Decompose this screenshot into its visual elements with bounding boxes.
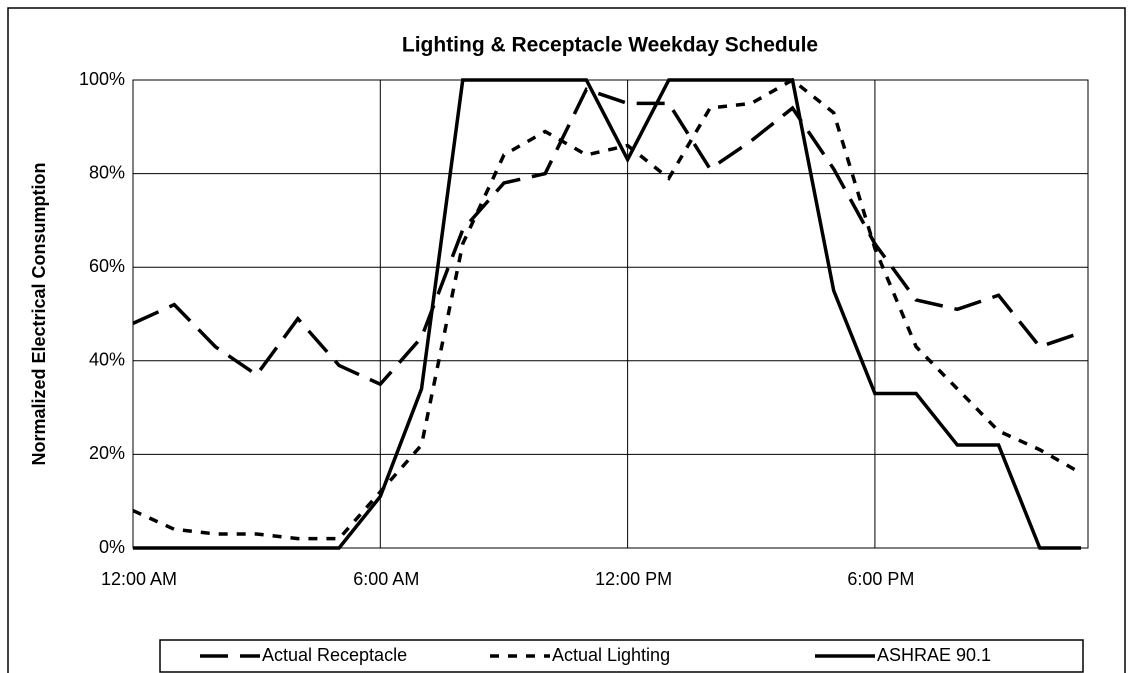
- chart-title: Lighting & Receptacle Weekday Schedule: [402, 34, 818, 57]
- chart-border: [7, 7, 1126, 673]
- x-tick-label: 6:00 PM: [847, 569, 914, 589]
- y-axis-label: Normalized Electrical Consumption: [29, 162, 49, 465]
- series-line: [132, 77, 1082, 541]
- y-tick-label: 20%: [89, 443, 125, 463]
- y-tick-label: 100%: [79, 69, 125, 89]
- series-line: [133, 78, 1081, 550]
- legend-label: ASHRAE 90.1: [877, 645, 991, 665]
- x-tick-label: 12:00 PM: [595, 569, 672, 589]
- legend-box: [159, 639, 1084, 673]
- y-tick-label: 60%: [89, 256, 125, 276]
- x-tick-label: 6:00 AM: [353, 569, 419, 589]
- y-tick-label: 0%: [99, 537, 125, 557]
- y-tick-label: 80%: [89, 162, 125, 182]
- x-tick-label: 12:00 AM: [101, 569, 177, 589]
- y-tick-label: 40%: [89, 350, 125, 370]
- series-line: [132, 87, 1082, 387]
- legend-label: Actual Receptacle: [262, 645, 407, 665]
- legend-label: Actual Lighting: [552, 645, 670, 665]
